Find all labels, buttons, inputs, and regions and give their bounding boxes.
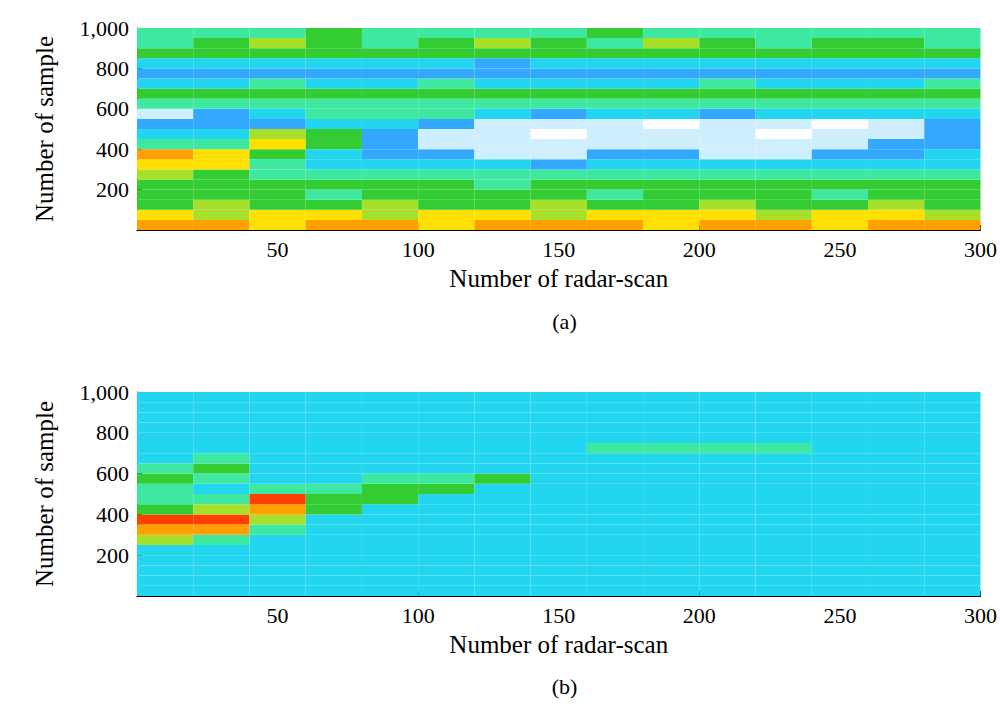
svg-text:(a): (a) <box>552 309 576 334</box>
svg-text:100: 100 <box>402 603 435 628</box>
svg-text:Number of sample: Number of sample <box>31 36 58 222</box>
svg-text:600: 600 <box>96 96 129 121</box>
svg-text:250: 250 <box>823 603 856 628</box>
svg-text:100: 100 <box>402 237 435 262</box>
svg-text:400: 400 <box>96 502 129 527</box>
svg-text:50: 50 <box>267 603 289 628</box>
svg-text:200: 200 <box>96 543 129 568</box>
svg-text:Number of radar-scan: Number of radar-scan <box>449 631 668 658</box>
svg-text:300: 300 <box>964 603 997 628</box>
svg-text:200: 200 <box>96 177 129 202</box>
svg-text:1,000: 1,000 <box>80 16 130 41</box>
svg-text:(b): (b) <box>552 674 578 699</box>
svg-text:600: 600 <box>96 461 129 486</box>
svg-text:250: 250 <box>823 237 856 262</box>
svg-text:150: 150 <box>542 237 575 262</box>
svg-text:Number of sample: Number of sample <box>31 401 58 587</box>
svg-text:200: 200 <box>683 237 716 262</box>
svg-text:200: 200 <box>683 603 716 628</box>
svg-text:300: 300 <box>964 237 997 262</box>
svg-text:Number of radar-scan: Number of radar-scan <box>449 265 668 292</box>
svg-text:800: 800 <box>96 420 129 445</box>
svg-text:400: 400 <box>96 137 129 162</box>
svg-text:1,000: 1,000 <box>80 380 130 405</box>
svg-text:800: 800 <box>96 56 129 81</box>
svg-text:150: 150 <box>542 603 575 628</box>
svg-text:50: 50 <box>267 237 289 262</box>
